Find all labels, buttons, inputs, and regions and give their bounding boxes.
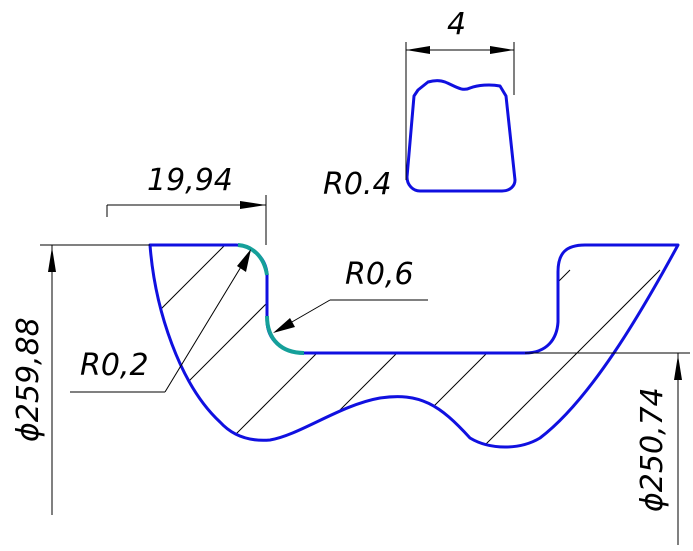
- arrowhead-left: [406, 46, 430, 54]
- arrowhead-diameter-250-74: [674, 355, 682, 380]
- arrowhead-diameter-259-88: [48, 247, 56, 272]
- arrowhead-offset: [240, 201, 266, 209]
- dimension-label-r02: R0,2: [80, 348, 149, 383]
- dimension-diameter-250-74: [525, 352, 690, 545]
- dimension-label-diameter-259-88: ϕ259,88: [11, 317, 46, 442]
- radius-r06-arc: [265, 315, 305, 355]
- dimension-diameter-259-88: [40, 244, 150, 515]
- radius-r02-arc: [237, 243, 269, 276]
- leader-r02: [70, 251, 251, 393]
- dimension-offset-19-94: [106, 195, 267, 245]
- dimension-label-diameter-250-74: ϕ250,74: [635, 387, 670, 512]
- dimension-label-19-94: 19,94: [147, 163, 233, 198]
- dimension-label-r06: R0,6: [345, 257, 414, 292]
- dimension-label-r04: R0.4: [323, 167, 392, 202]
- dimension-label-4: 4: [447, 7, 466, 42]
- arrowhead-right: [490, 46, 514, 54]
- arrowhead-r06: [273, 318, 295, 333]
- arrowhead-r02: [237, 249, 251, 272]
- small-profile-outline: [405, 79, 517, 193]
